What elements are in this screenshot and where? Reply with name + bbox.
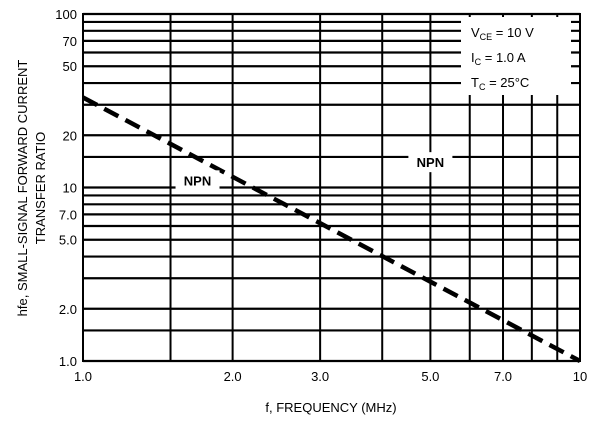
y-tick-label: 7.0	[59, 207, 77, 222]
x-tick-label: 3.0	[311, 369, 329, 384]
label-layer: NPN NPN	[175, 152, 453, 191]
tick-label-layer: 1.0 2.0 3.0 5.0 7.0 10 1.0 2.0 5.0 7.0 10 20 50 70 100	[55, 7, 587, 384]
x-tick-label: 7.0	[494, 369, 512, 384]
y-tick-label: 5.0	[59, 233, 77, 248]
y-axis-title-line1: hfe, SMALL-SIGNAL FORWARD CURRENT	[15, 60, 30, 317]
x-axis-title: f, FREQUENCY (MHz)	[265, 400, 396, 415]
x-tick-label: 5.0	[421, 369, 439, 384]
conditions-box: VCE = 10 V IC = 1.0 A TC = 25°C	[461, 17, 571, 95]
series-label-bg	[175, 170, 220, 191]
y-tick-label: 10	[63, 181, 77, 196]
y-axis-title-line2: TRANSFER RATIO	[33, 132, 48, 244]
condition-ic: IC = 1.0 A	[471, 50, 526, 67]
y-tick-label: 70	[63, 34, 77, 49]
plot-frame	[82, 13, 581, 362]
y-tick-label: 1.0	[59, 354, 77, 369]
x-tick-label: 10	[573, 369, 587, 384]
series-label: NPN	[184, 173, 211, 188]
y-tick-label: 20	[63, 128, 77, 143]
y-tick-label: 100	[55, 7, 77, 22]
y-axis-title: hfe, SMALL-SIGNAL FORWARD CURRENT TRANSF…	[15, 60, 48, 317]
series-layer	[81, 95, 582, 363]
x-tick-label: 2.0	[224, 369, 242, 384]
condition-tc: TC = 25°C	[471, 75, 529, 92]
y-tick-label: 50	[63, 59, 77, 74]
condition-vce: VCE = 10 V	[471, 25, 534, 42]
y-tick-label: 2.0	[59, 302, 77, 317]
series-label: NPN	[417, 155, 444, 170]
x-tick-label: 1.0	[74, 369, 92, 384]
series-label-bg	[408, 152, 453, 173]
series-line-npn	[81, 95, 582, 363]
